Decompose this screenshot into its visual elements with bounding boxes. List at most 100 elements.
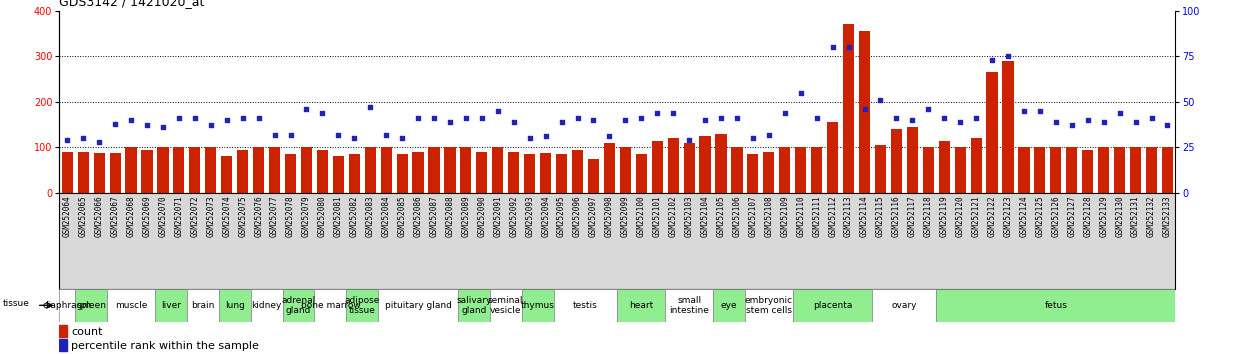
Text: GSM252101: GSM252101 [653, 196, 661, 238]
Text: GSM252064: GSM252064 [63, 196, 72, 238]
Text: GSM252113: GSM252113 [844, 196, 853, 238]
Point [999, 53, 1018, 59]
Text: GSM252084: GSM252084 [382, 196, 391, 238]
Text: GSM252121: GSM252121 [971, 196, 980, 238]
Text: GSM252131: GSM252131 [1131, 196, 1140, 238]
Point [488, 108, 508, 114]
Bar [937, 289, 1175, 322]
Text: GSM252067: GSM252067 [111, 196, 120, 238]
Text: diaphragm: diaphragm [43, 301, 91, 310]
Point [983, 57, 1002, 63]
Text: GSM252114: GSM252114 [860, 196, 869, 238]
Text: GSM252106: GSM252106 [733, 196, 742, 238]
Point [137, 122, 157, 128]
Bar [732, 147, 743, 193]
Bar [221, 155, 232, 193]
Point [886, 115, 906, 121]
Text: heart: heart [629, 301, 654, 310]
Bar [604, 143, 616, 193]
Bar [59, 339, 67, 352]
Text: GSM252107: GSM252107 [749, 196, 758, 238]
Text: lung: lung [225, 301, 245, 310]
Text: GSM252075: GSM252075 [239, 196, 247, 238]
Point [1062, 122, 1082, 128]
Text: GSM252127: GSM252127 [1068, 196, 1077, 238]
Text: muscle: muscle [115, 301, 147, 310]
Bar [189, 147, 200, 193]
Text: GSM252079: GSM252079 [302, 196, 311, 238]
Text: GSM252133: GSM252133 [1163, 196, 1172, 238]
Point [440, 119, 460, 125]
Point [616, 117, 635, 123]
Text: GSM252124: GSM252124 [1020, 196, 1028, 238]
Bar [1146, 147, 1157, 193]
Point [791, 90, 811, 96]
Bar [78, 152, 89, 193]
Text: GSM252090: GSM252090 [477, 196, 486, 238]
Bar [332, 156, 344, 193]
Text: GSM252065: GSM252065 [79, 196, 88, 238]
Point [567, 115, 587, 121]
Text: GSM252100: GSM252100 [637, 196, 645, 238]
Point [1078, 117, 1098, 123]
Bar [173, 147, 184, 193]
Text: GSM252087: GSM252087 [430, 196, 439, 238]
Bar [457, 289, 489, 322]
Bar [492, 147, 503, 193]
Text: thymus: thymus [520, 301, 555, 310]
Point [520, 135, 540, 141]
Bar [381, 147, 392, 193]
Text: eye: eye [721, 301, 738, 310]
Text: GDS3142 / 1421020_at: GDS3142 / 1421020_at [59, 0, 205, 8]
Bar [748, 154, 759, 193]
Text: GSM252085: GSM252085 [398, 196, 407, 238]
Bar [94, 153, 105, 193]
Text: GSM252120: GSM252120 [955, 196, 964, 238]
Point [950, 119, 970, 125]
Text: GSM252082: GSM252082 [350, 196, 358, 238]
Point [934, 115, 954, 121]
Text: GSM252115: GSM252115 [876, 196, 885, 238]
Point [1126, 119, 1146, 125]
Text: GSM252112: GSM252112 [828, 196, 837, 238]
Text: GSM252076: GSM252076 [255, 196, 263, 238]
Point [551, 119, 571, 125]
Bar [365, 147, 376, 193]
Point [1030, 108, 1049, 114]
Bar [62, 152, 73, 193]
Bar [1130, 147, 1141, 193]
Point [121, 117, 141, 123]
Bar [556, 154, 567, 193]
Point [695, 117, 714, 123]
Bar [588, 159, 599, 193]
Bar [1083, 150, 1094, 193]
Point [281, 132, 300, 137]
Text: GSM252097: GSM252097 [590, 196, 598, 238]
Point [265, 132, 284, 137]
Bar [219, 289, 251, 322]
Text: GSM252111: GSM252111 [812, 196, 821, 238]
Bar [300, 147, 311, 193]
Text: GSM252108: GSM252108 [764, 196, 774, 238]
Bar [283, 289, 314, 322]
Bar [314, 289, 346, 322]
Bar [75, 289, 108, 322]
Bar [110, 153, 121, 193]
Point [329, 132, 349, 137]
Bar [1067, 147, 1078, 193]
Bar [508, 152, 519, 193]
Point [839, 44, 859, 50]
Text: GSM252070: GSM252070 [158, 196, 167, 238]
Point [599, 133, 619, 139]
Point [73, 135, 93, 141]
Text: placenta: placenta [813, 301, 853, 310]
Text: GSM252092: GSM252092 [509, 196, 518, 238]
Text: GSM252095: GSM252095 [557, 196, 566, 238]
Text: GSM252069: GSM252069 [142, 196, 152, 238]
Text: GSM252125: GSM252125 [1036, 196, 1044, 238]
Text: pituitary gland: pituitary gland [384, 301, 451, 310]
Point [216, 117, 236, 123]
Text: GSM252102: GSM252102 [669, 196, 677, 238]
Bar [713, 289, 745, 322]
Text: adipose
tissue: adipose tissue [345, 296, 379, 315]
